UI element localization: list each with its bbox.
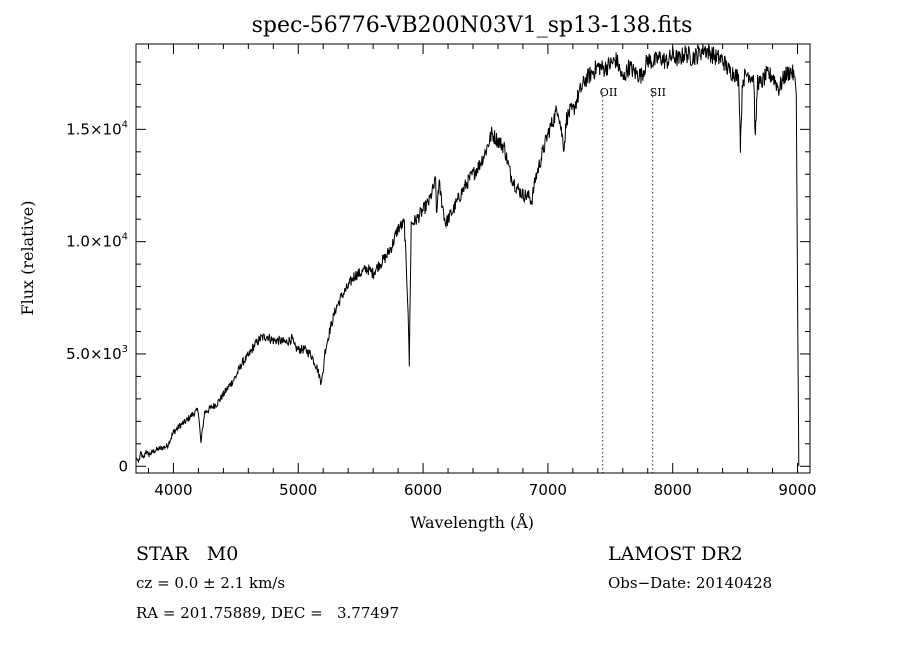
annotation-label: OII bbox=[600, 86, 618, 99]
x-tick-label: 7000 bbox=[529, 481, 567, 499]
annotation-label: SII bbox=[650, 86, 666, 99]
y-tick-label: 0 bbox=[118, 457, 128, 475]
survey-name: LAMOST DR2 bbox=[608, 543, 743, 565]
y-tick-base: 1.0×10 bbox=[66, 233, 122, 251]
x-tick-label: 4000 bbox=[154, 481, 192, 499]
x-axis: 4000 5000 6000 7000 8000 9000 bbox=[147, 44, 817, 499]
y-tick-exponent: 4 bbox=[122, 232, 128, 243]
line-annotations: OII SII bbox=[600, 86, 666, 473]
y-tick-base: 1.5×10 bbox=[66, 120, 122, 138]
coordinates: RA = 201.75889, DEC = 3.77497 bbox=[136, 604, 399, 622]
y-tick-label: 1.5×104 bbox=[66, 119, 128, 138]
x-tick-label: 5000 bbox=[279, 481, 317, 499]
y-tick-exponent: 3 bbox=[122, 344, 128, 355]
x-tick-label: 6000 bbox=[404, 481, 442, 499]
y-axis-label: Flux (relative) bbox=[18, 201, 37, 316]
x-tick-label: 8000 bbox=[654, 481, 692, 499]
object-class: STAR M0 bbox=[136, 543, 238, 565]
x-axis-label: Wavelength (Å) bbox=[410, 512, 534, 532]
y-tick-exponent: 4 bbox=[122, 119, 128, 130]
y-tick-label: 5.0×103 bbox=[66, 344, 128, 363]
y-tick-label: 1.0×104 bbox=[66, 232, 128, 251]
spectrum-series-line bbox=[135, 43, 800, 467]
x-tick-label: 9000 bbox=[778, 481, 816, 499]
chart-title: spec-56776-VB200N03V1_sp13-138.fits bbox=[252, 13, 693, 38]
y-tick-base: 5.0×10 bbox=[66, 345, 122, 363]
obs-date: Obs−Date: 20140428 bbox=[608, 574, 772, 592]
redshift-readout: cz = 0.0 ± 2.1 km/s bbox=[136, 574, 285, 592]
plot-frame bbox=[135, 43, 811, 474]
